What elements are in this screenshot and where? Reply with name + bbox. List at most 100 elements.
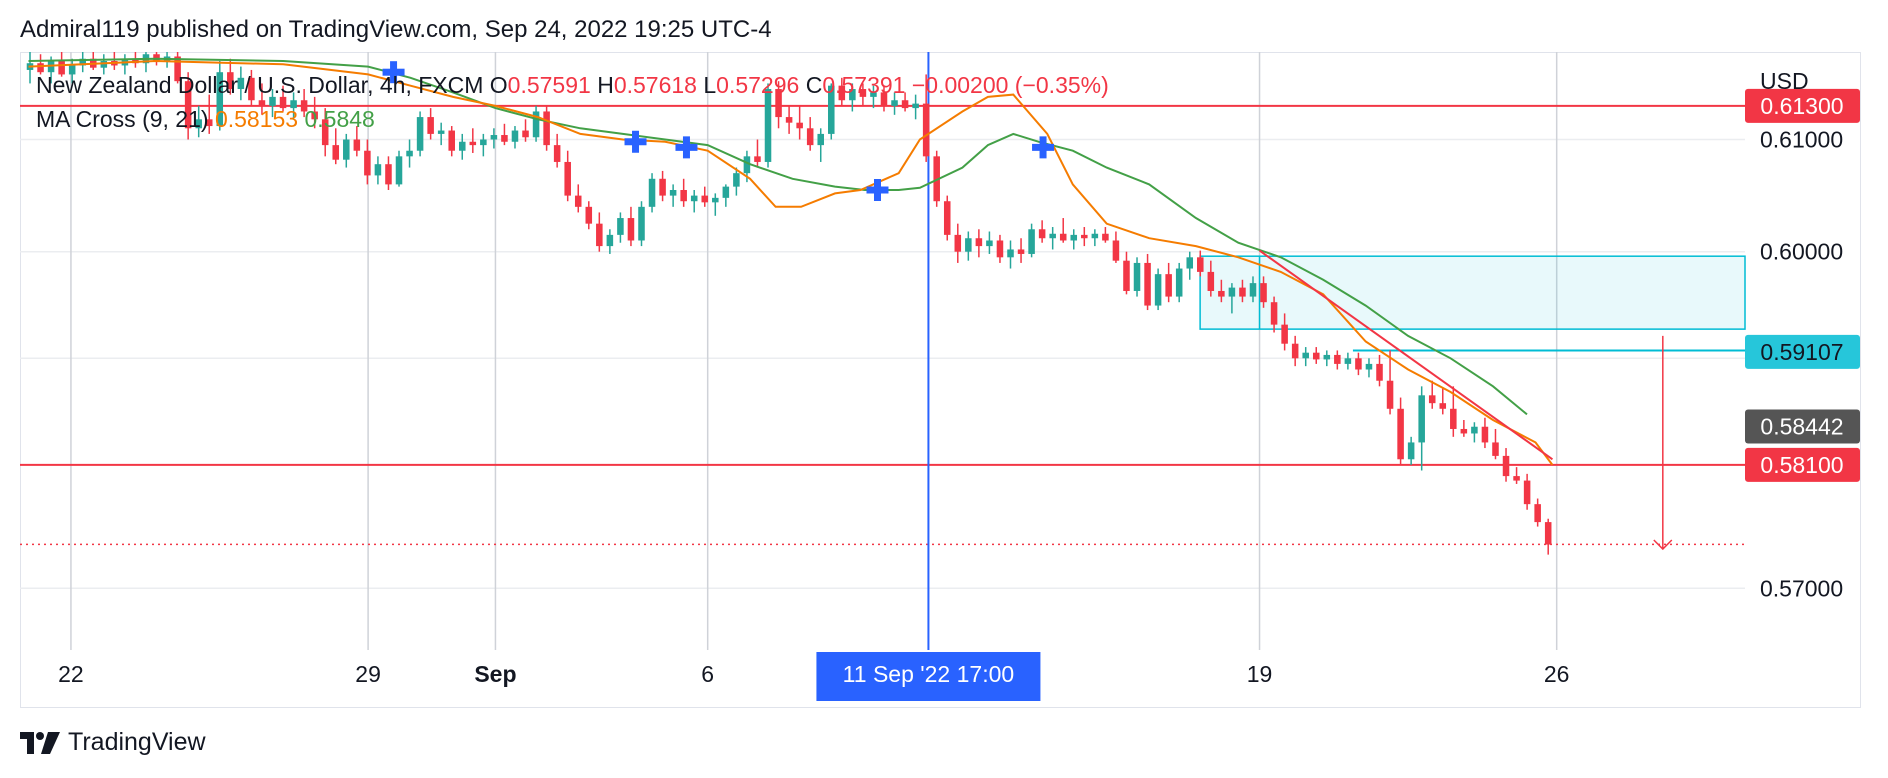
- candle-body[interactable]: [1418, 395, 1425, 443]
- candle-body[interactable]: [638, 206, 645, 241]
- candle-body[interactable]: [743, 156, 751, 174]
- candle-body[interactable]: [870, 92, 877, 97]
- candle-body[interactable]: [775, 89, 782, 118]
- candle-body[interactable]: [353, 139, 361, 151]
- candle-body[interactable]: [1049, 233, 1056, 239]
- candle-body[interactable]: [343, 139, 350, 160]
- price-tag-bg[interactable]: [1745, 409, 1860, 444]
- candle-body[interactable]: [785, 117, 793, 123]
- candle-body[interactable]: [627, 218, 635, 241]
- price-tag-bg[interactable]: [1745, 334, 1860, 369]
- candle-body[interactable]: [764, 89, 772, 162]
- candle-body[interactable]: [553, 145, 561, 162]
- candle-body[interactable]: [564, 161, 571, 196]
- candle-body[interactable]: [680, 190, 687, 202]
- candle-body[interactable]: [1228, 287, 1236, 297]
- candle-body[interactable]: [1428, 395, 1436, 404]
- candle-body[interactable]: [543, 111, 550, 146]
- candle-body[interactable]: [37, 63, 44, 73]
- candle-body[interactable]: [1302, 352, 1309, 359]
- candle-body[interactable]: [448, 130, 455, 151]
- candle-body[interactable]: [901, 100, 909, 109]
- candle-body[interactable]: [701, 195, 709, 203]
- candle-body[interactable]: [1218, 290, 1225, 297]
- candle-body[interactable]: [912, 103, 919, 109]
- candle-body[interactable]: [1407, 442, 1415, 460]
- footer-brand[interactable]: TradingView: [20, 728, 206, 757]
- candle-body[interactable]: [806, 128, 814, 146]
- candle-body[interactable]: [733, 173, 740, 187]
- candle-body[interactable]: [237, 77, 245, 90]
- candle-body[interactable]: [1355, 358, 1362, 370]
- candle-body[interactable]: [1144, 262, 1151, 306]
- candle-body[interactable]: [1450, 408, 1457, 429]
- candle-body[interactable]: [986, 240, 993, 247]
- candle-body[interactable]: [153, 54, 160, 61]
- candle-body[interactable]: [1165, 274, 1172, 297]
- candle-body[interactable]: [58, 60, 65, 75]
- candle-body[interactable]: [184, 81, 192, 129]
- candle-body[interactable]: [617, 218, 624, 235]
- candle-body[interactable]: [532, 111, 540, 138]
- candle-body[interactable]: [501, 135, 508, 142]
- candle-body[interactable]: [248, 77, 255, 101]
- candle-body[interactable]: [1544, 522, 1552, 545]
- candle-body[interactable]: [1239, 287, 1246, 297]
- candle-body[interactable]: [279, 96, 287, 109]
- candle-body[interactable]: [954, 234, 962, 252]
- candle-body[interactable]: [1038, 229, 1046, 239]
- candle-body[interactable]: [1281, 324, 1288, 344]
- candle-body[interactable]: [943, 201, 951, 235]
- candle-body[interactable]: [1439, 403, 1447, 409]
- candle-body[interactable]: [1376, 363, 1383, 381]
- candle-body[interactable]: [838, 85, 846, 101]
- candle-body[interactable]: [522, 130, 529, 138]
- level-tag-bg[interactable]: [1745, 447, 1860, 482]
- candle-body[interactable]: [511, 130, 519, 142]
- candle-body[interactable]: [1270, 302, 1278, 325]
- candle-body[interactable]: [290, 100, 297, 109]
- candle-body[interactable]: [722, 186, 730, 198]
- candle-body[interactable]: [269, 96, 276, 106]
- candle-body[interactable]: [416, 117, 424, 151]
- candle-body[interactable]: [79, 58, 86, 66]
- candle-body[interactable]: [311, 111, 318, 120]
- candle-body[interactable]: [669, 190, 677, 196]
- candle-body[interactable]: [817, 133, 824, 146]
- candle-body[interactable]: [1365, 363, 1373, 370]
- candle-body[interactable]: [1344, 358, 1352, 364]
- candle-body[interactable]: [922, 103, 930, 157]
- candle-body[interactable]: [1260, 283, 1267, 303]
- candle-body[interactable]: [996, 240, 1004, 258]
- trendline[interactable]: [1258, 249, 1554, 461]
- candle-body[interactable]: [648, 178, 656, 207]
- candle-body[interactable]: [1123, 260, 1130, 291]
- candle-body[interactable]: [406, 150, 413, 157]
- candle-body[interactable]: [754, 156, 761, 162]
- candle-body[interactable]: [859, 89, 867, 97]
- candle-body[interactable]: [1397, 408, 1404, 460]
- candle-body[interactable]: [68, 65, 76, 75]
- candle-body[interactable]: [585, 206, 593, 224]
- candle-body[interactable]: [300, 100, 308, 112]
- candle-body[interactable]: [458, 141, 466, 151]
- candle-body[interactable]: [880, 92, 888, 106]
- candle-body[interactable]: [1059, 233, 1067, 241]
- candle-body[interactable]: [395, 156, 403, 185]
- candle-body[interactable]: [1017, 249, 1025, 254]
- candle-body[interactable]: [364, 150, 371, 176]
- candle-body[interactable]: [174, 56, 181, 82]
- candle-body[interactable]: [1502, 455, 1510, 477]
- ma-slow-line[interactable]: [28, 57, 1528, 416]
- candle-body[interactable]: [1186, 257, 1194, 269]
- candle-body[interactable]: [216, 72, 224, 127]
- candle-body[interactable]: [205, 119, 213, 127]
- candle-body[interactable]: [490, 135, 498, 140]
- candle-body[interactable]: [1007, 249, 1014, 258]
- candle-body[interactable]: [1513, 476, 1520, 481]
- candle-body[interactable]: [374, 164, 382, 176]
- candle-body[interactable]: [258, 100, 266, 106]
- candle-body[interactable]: [437, 130, 445, 134]
- candle-body[interactable]: [1207, 271, 1215, 291]
